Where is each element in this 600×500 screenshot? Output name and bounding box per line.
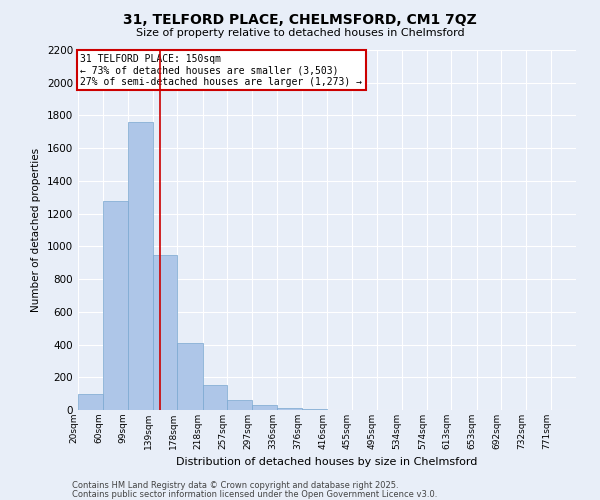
Bar bbox=[78, 394, 103, 410]
Bar bbox=[203, 386, 227, 410]
Bar bbox=[302, 409, 328, 410]
Bar bbox=[103, 200, 128, 410]
Text: Contains public sector information licensed under the Open Government Licence v3: Contains public sector information licen… bbox=[72, 490, 437, 499]
Bar bbox=[153, 254, 178, 410]
Y-axis label: Number of detached properties: Number of detached properties bbox=[31, 148, 41, 312]
Text: 31, TELFORD PLACE, CHELMSFORD, CM1 7QZ: 31, TELFORD PLACE, CHELMSFORD, CM1 7QZ bbox=[123, 12, 477, 26]
X-axis label: Distribution of detached houses by size in Chelmsford: Distribution of detached houses by size … bbox=[176, 458, 478, 468]
Bar bbox=[128, 122, 153, 410]
Bar bbox=[277, 408, 302, 410]
Bar bbox=[253, 405, 277, 410]
Bar bbox=[178, 343, 203, 410]
Text: Size of property relative to detached houses in Chelmsford: Size of property relative to detached ho… bbox=[136, 28, 464, 38]
Text: 31 TELFORD PLACE: 150sqm
← 73% of detached houses are smaller (3,503)
27% of sem: 31 TELFORD PLACE: 150sqm ← 73% of detach… bbox=[80, 54, 362, 87]
Text: Contains HM Land Registry data © Crown copyright and database right 2025.: Contains HM Land Registry data © Crown c… bbox=[72, 481, 398, 490]
Bar bbox=[227, 400, 253, 410]
